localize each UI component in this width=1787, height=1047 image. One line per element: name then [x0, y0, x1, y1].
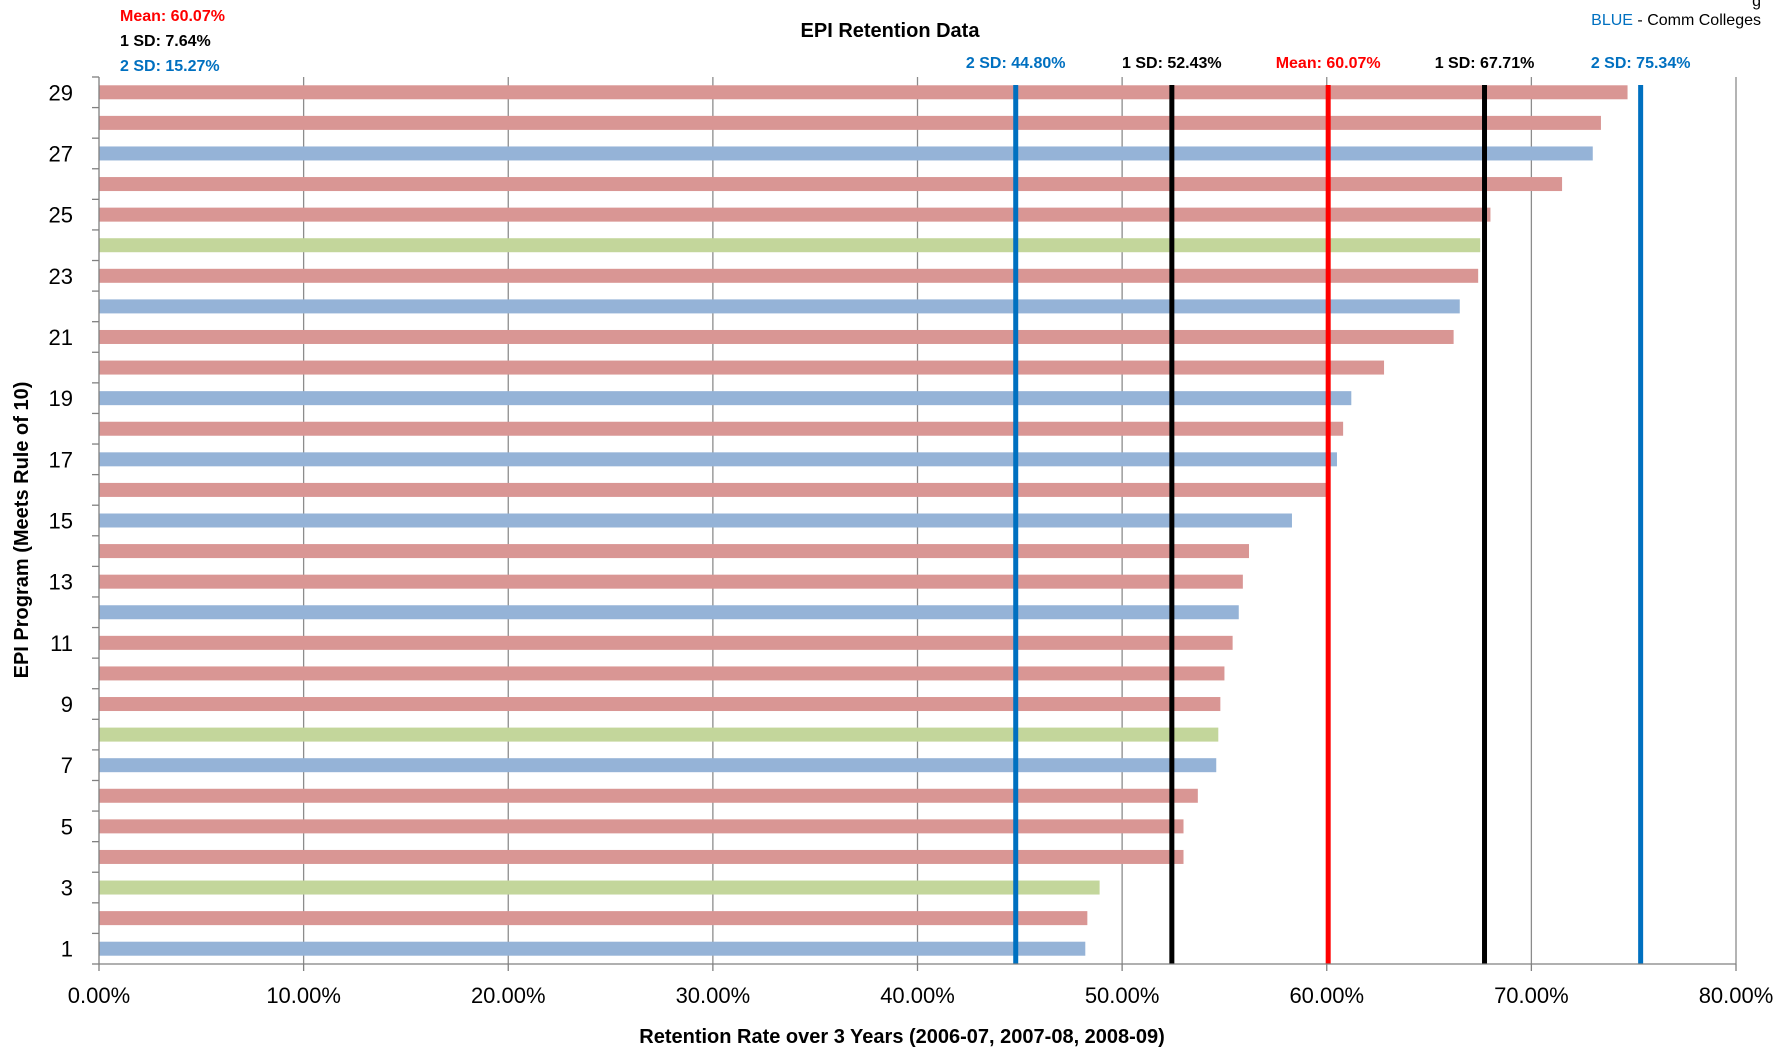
- bar-program-26: [99, 177, 1563, 192]
- bar-program-13: [99, 574, 1243, 589]
- summary-mean: Mean: 60.07%: [120, 8, 225, 25]
- bar-series: [99, 85, 1628, 956]
- bar-program-6: [99, 788, 1198, 803]
- bar-program-16: [99, 482, 1329, 497]
- x-tick-label: 30.00%: [676, 983, 751, 1008]
- bar-program-8: [99, 727, 1219, 742]
- bar-program-7: [99, 758, 1217, 773]
- x-tick-label: 60.00%: [1289, 983, 1364, 1008]
- summary-sd2: 2 SD: 15.27%: [120, 58, 220, 75]
- bar-program-21: [99, 329, 1454, 344]
- bar-program-11: [99, 635, 1233, 650]
- y-tick-label: 21: [49, 325, 73, 350]
- reference-line-label: 2 SD: 44.80%: [966, 55, 1066, 72]
- y-tick-label: 3: [61, 876, 73, 901]
- bar-program-2: [99, 911, 1088, 926]
- x-axis-label: Retention Rate over 3 Years (2006-07, 20…: [639, 1026, 1165, 1047]
- legend-partial: g: [1752, 0, 1761, 10]
- x-tick-label: 20.00%: [471, 983, 546, 1008]
- y-tick-label: 19: [49, 386, 73, 411]
- y-tick-label: 17: [49, 447, 73, 472]
- y-tick-label: 11: [50, 631, 73, 656]
- x-tick-label: 40.00%: [880, 983, 955, 1008]
- x-tick-label: 80.00%: [1699, 983, 1774, 1008]
- bar-program-24: [99, 238, 1481, 253]
- reference-line-label: 1 SD: 52.43%: [1122, 55, 1222, 72]
- y-tick-label: 9: [61, 692, 73, 717]
- legend-blue-text: - Comm Colleges: [1633, 12, 1761, 29]
- bar-program-29: [99, 85, 1628, 100]
- bar-program-28: [99, 115, 1601, 130]
- bar-program-4: [99, 849, 1184, 864]
- axes: 0.00% 10.00% 20.00% 30.00% 40.00% 50.00% 60.00…: [49, 76, 1774, 1008]
- y-tick-label: 29: [49, 80, 73, 105]
- bar-program-14: [99, 544, 1249, 559]
- bar-program-22: [99, 299, 1460, 314]
- y-tick-label: 13: [49, 570, 73, 595]
- y-tick-label: 15: [49, 509, 73, 534]
- legend-comm-colleges: BLUE - Comm Colleges: [1591, 12, 1761, 29]
- reference-line-label: 1 SD: 67.71%: [1435, 55, 1535, 72]
- legend-blue-key: BLUE: [1591, 12, 1633, 29]
- reference-line-label: Mean: 60.07%: [1276, 55, 1381, 72]
- bar-program-3: [99, 880, 1100, 895]
- bar-program-19: [99, 391, 1352, 406]
- bar-program-1: [99, 941, 1086, 956]
- bar-program-5: [99, 819, 1184, 834]
- bar-program-15: [99, 513, 1292, 528]
- x-tick-label: 0.00%: [68, 983, 130, 1008]
- y-tick-label: 1: [61, 937, 73, 962]
- bar-program-10: [99, 666, 1225, 681]
- y-axis-label: EPI Program (Meets Rule of 10): [11, 382, 33, 679]
- y-tick-label: 23: [49, 264, 73, 289]
- x-tick-label: 10.00%: [266, 983, 341, 1008]
- reference-line-label: 2 SD: 75.34%: [1591, 55, 1691, 72]
- x-tick-label: 50.00%: [1085, 983, 1160, 1008]
- y-tick-label: 25: [49, 203, 73, 228]
- summary-sd1: 1 SD: 7.64%: [120, 33, 211, 50]
- y-tick-label: 7: [61, 753, 73, 778]
- bar-program-17: [99, 452, 1337, 467]
- y-tick-label: 5: [61, 814, 73, 839]
- x-tick-label: 70.00%: [1494, 983, 1569, 1008]
- bar-program-23: [99, 268, 1479, 283]
- chart-title: EPI Retention Data: [801, 20, 981, 42]
- bar-program-25: [99, 207, 1491, 222]
- y-tick-label: 27: [49, 141, 73, 166]
- bar-program-12: [99, 605, 1239, 620]
- bar-program-9: [99, 697, 1221, 712]
- bar-program-27: [99, 146, 1593, 161]
- bar-program-18: [99, 421, 1344, 436]
- bar-program-20: [99, 360, 1385, 375]
- reference-lines: 2 SD: 44.80% 1 SD: 52.43% Mean: 60.07% 1 SD…: [966, 55, 1691, 964]
